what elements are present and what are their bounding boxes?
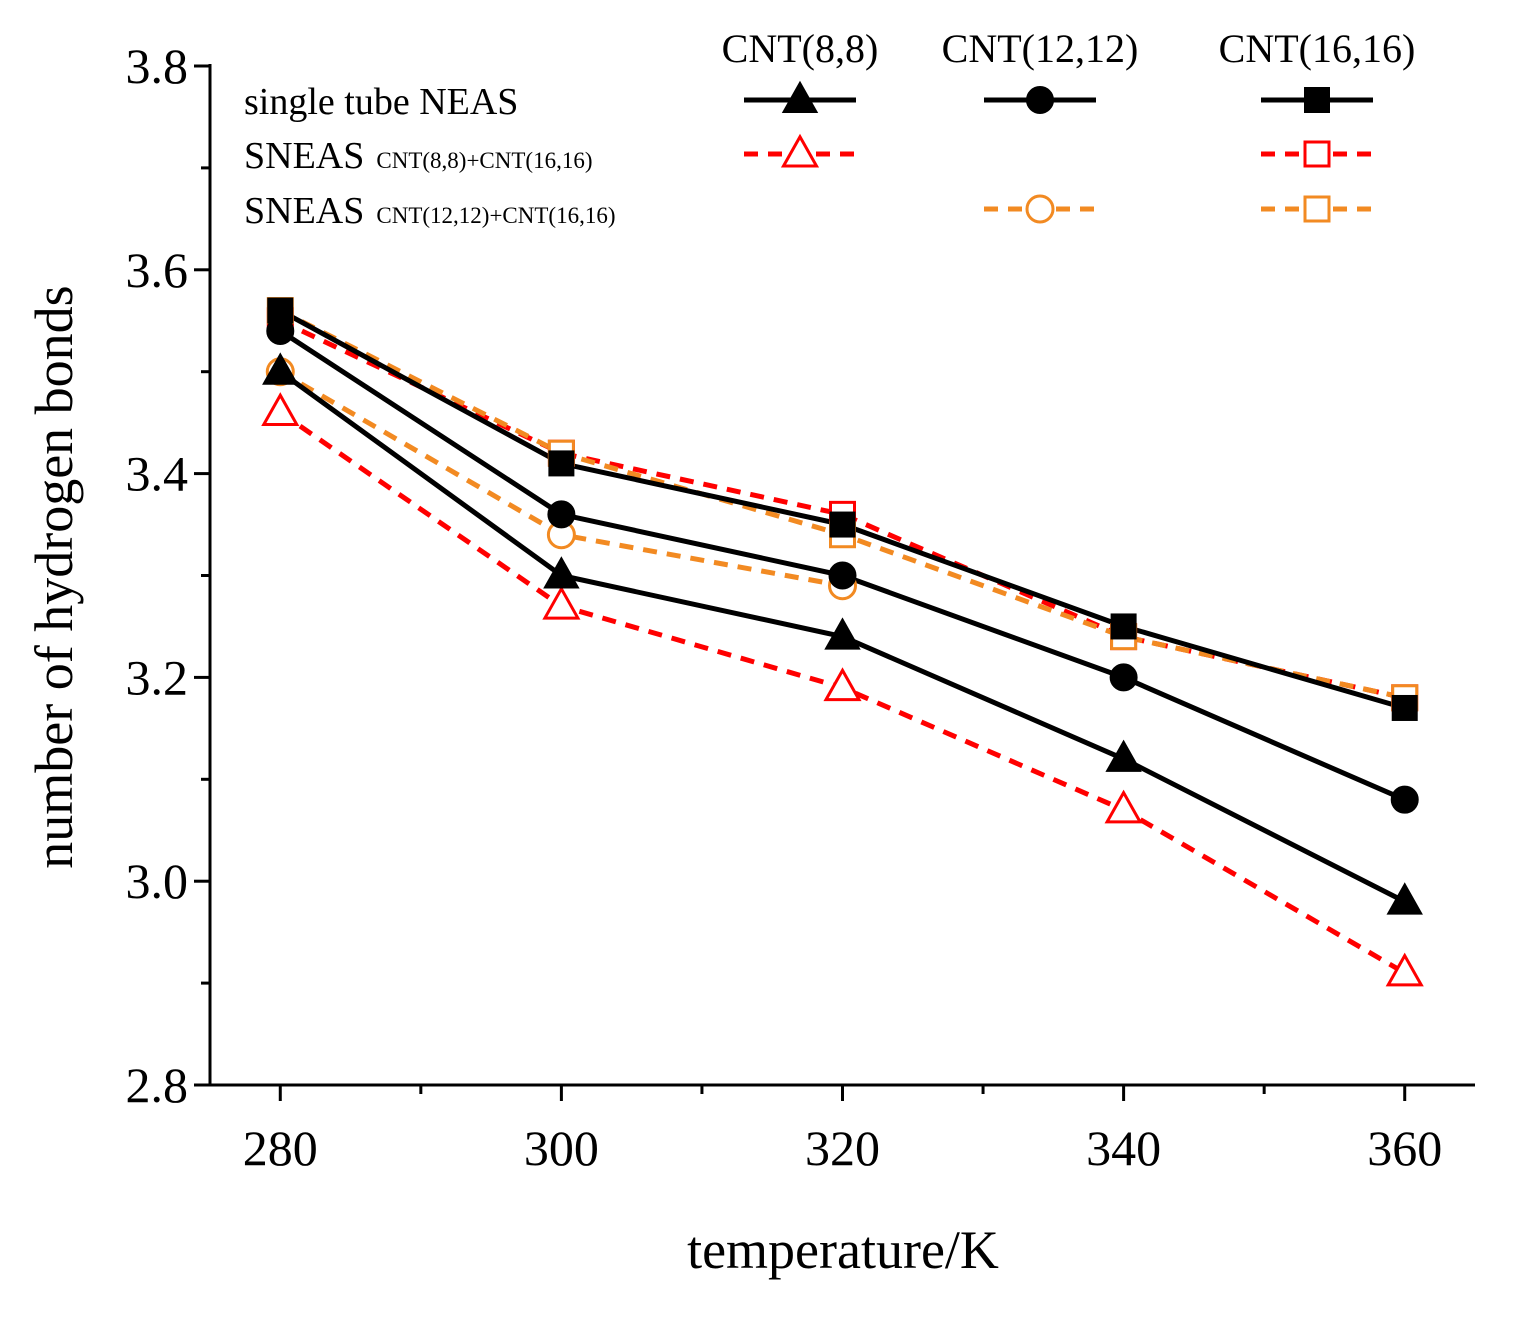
- legend-row-label: single tube NEAS: [244, 81, 518, 123]
- y-tick-label: 3.6: [126, 242, 189, 298]
- legend-marker-3: [780, 133, 820, 168]
- legend-marker-0: [781, 80, 819, 113]
- data-point-s2-0: [267, 297, 294, 324]
- legend-marker-1: [1026, 86, 1054, 114]
- data-point-s2-3: [1110, 613, 1137, 640]
- legend-marker-5: [1025, 194, 1055, 224]
- x-tick-label: 280: [243, 1120, 318, 1176]
- legend-column-header: CNT(16,16): [1219, 26, 1416, 71]
- data-point-s1-4: [1390, 785, 1419, 814]
- data-point-s1-3: [1109, 663, 1138, 692]
- series-group: [261, 297, 1424, 987]
- legend-row-label: SNEAS CNT(8,8)+CNT(16,16): [244, 135, 592, 177]
- data-point-s3-4: [1385, 952, 1424, 987]
- y-tick-label: 3.4: [126, 446, 189, 502]
- x-tick-label: 320: [805, 1120, 880, 1176]
- data-point-s2-2: [829, 511, 856, 538]
- data-point-s3-2: [823, 667, 862, 702]
- data-point-s1-1: [547, 500, 576, 529]
- legend-row-label: SNEAS CNT(12,12)+CNT(16,16): [244, 190, 615, 232]
- series-line-5: [279, 369, 843, 589]
- legend-column-header: CNT(8,8): [722, 26, 879, 71]
- y-axis-title: number of hydrogen bonds: [24, 285, 84, 868]
- legend-marker-6: [1303, 195, 1331, 223]
- x-axis-title: temperature/K: [687, 1220, 999, 1280]
- legend-row-sub: CNT(12,12)+CNT(16,16): [376, 203, 615, 228]
- data-point-s3-1: [542, 585, 581, 620]
- data-point-s2-4: [1391, 694, 1418, 721]
- data-point-s3-3: [1104, 789, 1143, 824]
- data-point-s2-1: [548, 450, 575, 477]
- y-tick-label: 3.0: [126, 853, 189, 909]
- legend-row-main: SNEAS: [244, 190, 364, 232]
- legend-row-main: SNEAS: [244, 135, 364, 177]
- data-point-s0-3: [1105, 739, 1142, 772]
- legend-marker-2: [1304, 87, 1330, 113]
- data-point-s1-2: [828, 561, 857, 590]
- x-tick-label: 300: [524, 1120, 599, 1176]
- x-tick-label: 340: [1086, 1120, 1161, 1176]
- legend-column-header: CNT(12,12): [942, 26, 1139, 71]
- y-tick-label: 2.8: [126, 1057, 189, 1113]
- y-tick-label: 3.2: [126, 649, 189, 705]
- y-tick-label: 3.8: [126, 38, 189, 94]
- data-point-s0-4: [1386, 882, 1423, 915]
- legend-group: CNT(8,8) CNT(12,12) CNT(16,16) single tube …: [244, 26, 1415, 232]
- x-tick-label: 360: [1367, 1120, 1442, 1176]
- data-point-s3-0: [261, 392, 300, 426]
- axes-group: 2.8 3.0 3.2 3.4 3.6 3.8 280 300 320 340 360: [126, 38, 1475, 1176]
- data-point-s0-1: [543, 556, 580, 589]
- data-point-s0-0: [262, 352, 299, 385]
- legend-row-sub: CNT(8,8)+CNT(16,16): [376, 148, 592, 173]
- legend-marker-4: [1303, 140, 1331, 168]
- data-point-s0-2: [824, 617, 861, 650]
- legend-row-main: single tube NEAS: [244, 81, 518, 123]
